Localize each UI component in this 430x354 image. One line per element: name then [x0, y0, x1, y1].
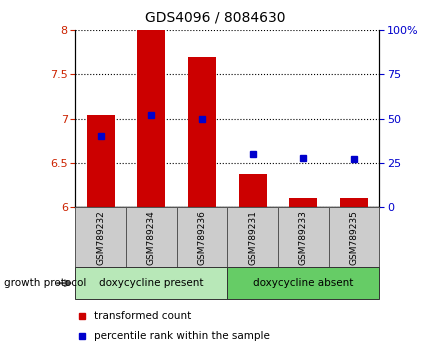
Text: GSM789232: GSM789232: [96, 210, 105, 264]
Bar: [339, 198, 367, 207]
Bar: [227, 207, 277, 267]
Bar: [277, 207, 328, 267]
Text: percentile rank within the sample: percentile rank within the sample: [93, 331, 269, 341]
Bar: [75, 267, 227, 299]
Text: GSM789234: GSM789234: [147, 210, 156, 264]
Bar: [75, 207, 126, 267]
Text: GSM789233: GSM789233: [298, 210, 307, 265]
Text: GDS4096 / 8084630: GDS4096 / 8084630: [145, 11, 285, 25]
Bar: [137, 30, 165, 207]
Text: doxycycline present: doxycycline present: [99, 278, 203, 288]
Text: GSM789235: GSM789235: [349, 210, 358, 265]
Text: doxycycline absent: doxycycline absent: [252, 278, 353, 288]
Bar: [238, 175, 266, 207]
Text: GSM789231: GSM789231: [248, 210, 257, 265]
Bar: [227, 267, 378, 299]
Bar: [328, 207, 378, 267]
Text: growth protocol: growth protocol: [4, 278, 86, 288]
Bar: [126, 207, 176, 267]
Bar: [187, 57, 215, 207]
Bar: [176, 207, 227, 267]
Bar: [86, 115, 114, 207]
Text: transformed count: transformed count: [93, 310, 190, 320]
Text: GSM789236: GSM789236: [197, 210, 206, 265]
Bar: [289, 198, 316, 207]
